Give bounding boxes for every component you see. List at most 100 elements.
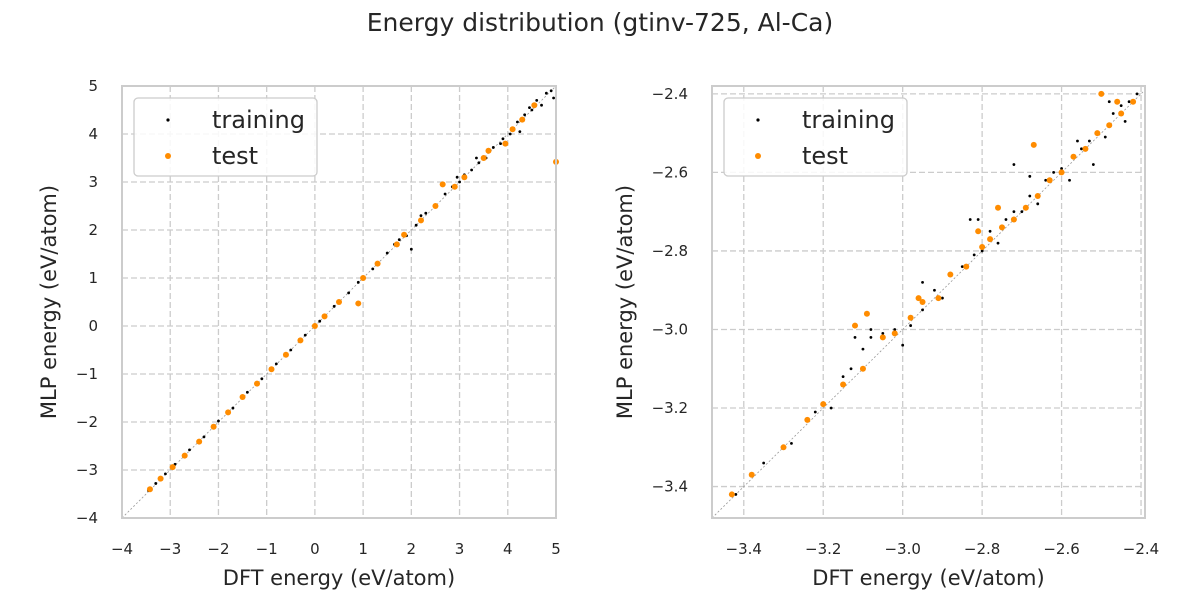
training-point (231, 406, 235, 410)
y-tick-label: 4 (88, 125, 98, 143)
training-point (909, 324, 913, 327)
training-point (853, 335, 857, 339)
test-point (196, 438, 203, 445)
y-tick-label: 1 (88, 269, 98, 287)
test-point (1118, 110, 1125, 117)
training-point (414, 223, 418, 227)
test-point (393, 241, 400, 248)
x-tick-label: −2.8 (964, 540, 1000, 558)
test-point (879, 334, 886, 341)
training-point (470, 168, 474, 172)
training-point (1012, 163, 1016, 166)
training-point (1091, 163, 1095, 166)
training-point (762, 461, 766, 465)
test-point (1082, 145, 1089, 152)
training-point (841, 375, 845, 379)
training-point (790, 441, 793, 445)
y-tick-label: 2 (88, 221, 98, 239)
training-point (188, 448, 191, 452)
legend-box (723, 97, 908, 177)
training-point (996, 241, 1000, 245)
training-point (869, 335, 873, 339)
training-point (869, 328, 873, 331)
x-axis-label: DFT energy (eV/atom) (812, 566, 1044, 590)
training-point (734, 493, 738, 496)
test-point (321, 313, 328, 320)
training-point (921, 308, 924, 312)
test-point (907, 314, 914, 321)
test-point (254, 380, 261, 387)
y-tick-label: −1 (76, 365, 98, 383)
test-point (935, 295, 942, 302)
legend-training-label: training (802, 106, 895, 134)
test-point (268, 366, 275, 373)
training-point (385, 251, 389, 255)
test-point (451, 183, 458, 190)
x-tick-label: 4 (503, 540, 513, 558)
y-axis-label: MLP energy (eV/atom) (37, 185, 61, 419)
training-point (976, 218, 980, 221)
y-tick-label: −3.2 (652, 399, 688, 417)
test-point (282, 351, 289, 358)
training-point (968, 218, 972, 221)
training-point (1107, 100, 1111, 104)
test-point (461, 174, 468, 181)
x-tick-label: −3.4 (726, 540, 762, 558)
training-point (501, 137, 505, 141)
test-point (1106, 122, 1113, 129)
training-point (274, 362, 278, 366)
test-point (963, 263, 970, 270)
training-point (289, 348, 293, 352)
training-point (424, 211, 428, 215)
training-point (458, 180, 461, 184)
training-point (516, 120, 519, 124)
test-point (311, 323, 318, 329)
test-point (374, 260, 381, 267)
test-point (1130, 98, 1137, 105)
training-point (1060, 167, 1063, 170)
training-point (901, 343, 905, 347)
training-point (1119, 104, 1123, 108)
training-point (1028, 194, 1032, 198)
training-point (849, 367, 853, 371)
training-point (530, 108, 534, 112)
training-point (988, 229, 992, 233)
training-point (303, 333, 307, 337)
x-tick-label: −3.0 (884, 540, 920, 558)
training-point (1135, 92, 1139, 96)
y-tick-label: 0 (88, 317, 98, 335)
test-point (915, 295, 922, 302)
training-point (1020, 210, 1024, 214)
training-point (535, 99, 539, 102)
test-point (146, 486, 153, 493)
x-tick-label: 2 (407, 540, 417, 558)
test-point (480, 155, 487, 161)
x-tick-label: −2.4 (1123, 540, 1159, 558)
training-point (491, 146, 495, 149)
x-tick-label: 3 (455, 540, 465, 558)
training-point (455, 175, 459, 179)
test-point (804, 416, 811, 423)
training-point (1052, 171, 1056, 174)
axes-frame (711, 85, 1146, 519)
test-point (840, 381, 847, 388)
test-point (432, 203, 439, 209)
test-point (975, 228, 982, 235)
training-point (972, 253, 976, 257)
training-point (1103, 135, 1107, 139)
legend-box (133, 97, 318, 177)
test-point (181, 452, 188, 459)
test-point (820, 401, 827, 408)
legend-training-label: training (212, 106, 305, 134)
test-point (1094, 130, 1101, 137)
test-point (336, 299, 342, 305)
training-point (499, 142, 502, 146)
y-tick-label: −2.4 (652, 85, 688, 103)
figure-title: Energy distribution (gtinv-725, Al-Ca) (366, 8, 834, 37)
training-point (475, 156, 478, 160)
y-tick-label: −2 (76, 413, 98, 431)
test-point (979, 244, 986, 251)
test-point (728, 491, 735, 498)
legend-test-marker (755, 153, 761, 159)
